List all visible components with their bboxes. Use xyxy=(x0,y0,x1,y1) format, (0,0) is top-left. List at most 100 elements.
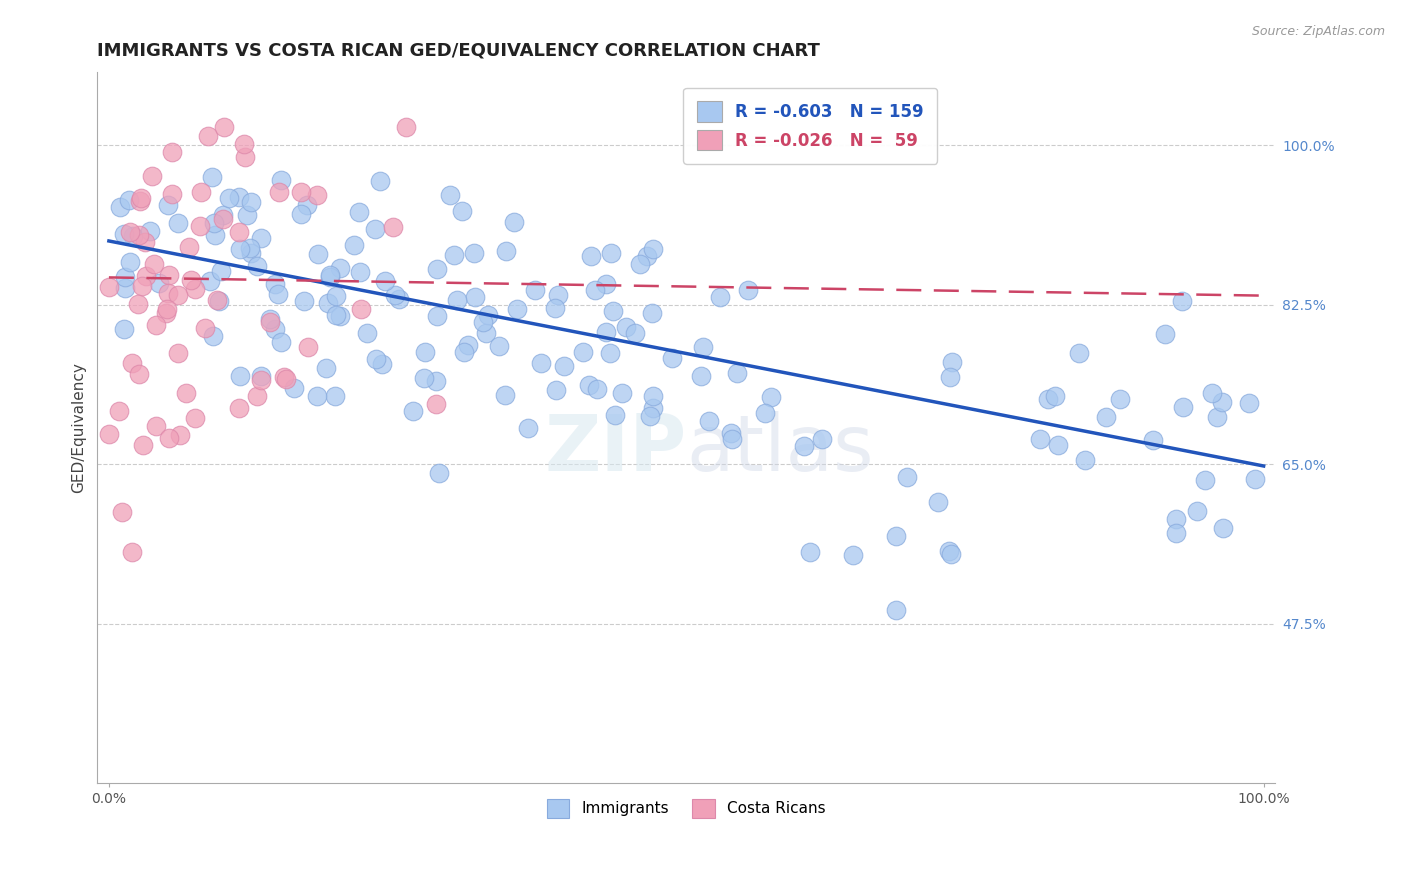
Point xyxy=(382,220,405,235)
Point xyxy=(236,208,259,222)
Point xyxy=(179,240,201,254)
Point xyxy=(121,544,143,558)
Point xyxy=(160,145,183,159)
Point xyxy=(384,288,406,302)
Point xyxy=(249,231,271,245)
Point xyxy=(145,418,167,433)
Point xyxy=(157,285,180,300)
Point xyxy=(112,322,135,336)
Point xyxy=(184,410,207,425)
Point xyxy=(1028,432,1050,446)
Point xyxy=(197,129,219,144)
Point xyxy=(709,289,731,303)
Point xyxy=(323,388,346,402)
Point xyxy=(583,283,606,297)
Point xyxy=(118,193,141,207)
Point xyxy=(413,345,436,359)
Point xyxy=(761,390,783,404)
Point xyxy=(295,197,318,211)
Point xyxy=(232,137,254,152)
Point xyxy=(1073,453,1095,467)
Point xyxy=(495,244,517,258)
Point xyxy=(180,273,202,287)
Point xyxy=(451,203,474,218)
Point xyxy=(516,421,538,435)
Point xyxy=(636,249,658,263)
Point xyxy=(426,262,449,277)
Point xyxy=(349,205,371,219)
Point xyxy=(690,368,713,383)
Point xyxy=(120,225,142,239)
Point xyxy=(471,315,494,329)
Point xyxy=(283,381,305,395)
Point xyxy=(754,406,776,420)
Point xyxy=(495,388,517,402)
Point xyxy=(356,326,378,341)
Point xyxy=(228,190,250,204)
Point xyxy=(131,191,153,205)
Point xyxy=(305,389,328,403)
Point xyxy=(274,371,297,385)
Point xyxy=(610,385,633,400)
Point xyxy=(1095,410,1118,425)
Point xyxy=(661,351,683,365)
Legend: Immigrants, Costa Ricans: Immigrants, Costa Ricans xyxy=(538,791,834,825)
Point xyxy=(131,279,153,293)
Point xyxy=(395,120,418,134)
Point xyxy=(1244,471,1267,485)
Point xyxy=(128,227,150,242)
Point xyxy=(188,219,211,234)
Point xyxy=(571,345,593,359)
Point xyxy=(446,293,468,308)
Point xyxy=(547,288,569,302)
Point xyxy=(264,322,287,336)
Point xyxy=(307,247,329,261)
Point xyxy=(259,315,281,329)
Point xyxy=(602,304,624,318)
Point xyxy=(720,432,742,446)
Point xyxy=(209,263,232,277)
Point xyxy=(488,339,510,353)
Point xyxy=(725,366,748,380)
Point xyxy=(329,260,352,275)
Point xyxy=(884,528,907,542)
Point xyxy=(111,505,134,519)
Point xyxy=(544,383,567,397)
Point xyxy=(600,246,623,260)
Point xyxy=(368,174,391,188)
Point xyxy=(148,276,170,290)
Point xyxy=(142,257,165,271)
Point xyxy=(1201,385,1223,400)
Point xyxy=(218,191,240,205)
Point xyxy=(198,274,221,288)
Point xyxy=(1171,294,1194,309)
Text: ZIP: ZIP xyxy=(544,411,686,487)
Point xyxy=(190,186,212,200)
Point xyxy=(156,301,179,316)
Point xyxy=(426,309,449,323)
Point xyxy=(388,292,411,306)
Point xyxy=(273,370,295,384)
Point xyxy=(530,356,553,370)
Point xyxy=(267,186,290,200)
Point xyxy=(641,401,664,415)
Point xyxy=(614,319,637,334)
Point xyxy=(842,549,865,563)
Point xyxy=(799,544,821,558)
Point xyxy=(297,340,319,354)
Point xyxy=(246,389,269,403)
Point xyxy=(640,306,662,320)
Point xyxy=(1185,503,1208,517)
Point xyxy=(157,268,180,282)
Point xyxy=(292,293,315,308)
Point xyxy=(212,208,235,222)
Point xyxy=(145,318,167,332)
Point xyxy=(157,431,180,445)
Point xyxy=(305,188,328,202)
Point xyxy=(212,120,235,134)
Point xyxy=(595,325,617,339)
Point xyxy=(318,268,340,282)
Point xyxy=(1237,395,1260,409)
Point xyxy=(233,150,256,164)
Point xyxy=(246,259,269,273)
